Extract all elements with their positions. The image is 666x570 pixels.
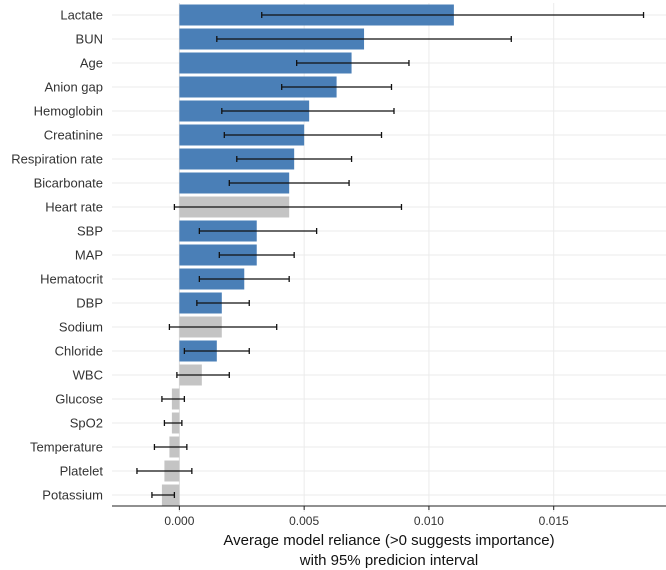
category-label: Potassium bbox=[42, 488, 103, 503]
category-label: Heart rate bbox=[45, 200, 103, 215]
category-label: Lactate bbox=[60, 8, 103, 23]
category-label: Anion gap bbox=[44, 80, 103, 95]
category-label: SpO2 bbox=[70, 416, 103, 431]
bar-age bbox=[179, 52, 352, 74]
category-label: Bicarbonate bbox=[34, 176, 103, 191]
x-axis-title-line-1: Average model reliance (>0 suggests impo… bbox=[223, 532, 554, 549]
x-tick-label: 0.015 bbox=[539, 514, 569, 528]
x-axis-title-line-2: with 95% predicion interval bbox=[299, 552, 478, 569]
category-label: Glucose bbox=[55, 392, 103, 407]
x-tick-label: 0.000 bbox=[164, 514, 194, 528]
category-label: MAP bbox=[75, 248, 103, 263]
x-tick-label: 0.010 bbox=[414, 514, 444, 528]
x-tick-label: 0.005 bbox=[289, 514, 319, 528]
category-label: SBP bbox=[77, 224, 103, 239]
category-label: Platelet bbox=[60, 464, 104, 479]
category-label: Sodium bbox=[59, 320, 103, 335]
x-axis: 0.000 0.005 0.010 0.015 bbox=[112, 505, 666, 528]
category-label: WBC bbox=[73, 368, 103, 383]
category-label: BUN bbox=[76, 32, 103, 47]
category-label: Temperature bbox=[30, 440, 103, 455]
category-label: DBP bbox=[76, 296, 103, 311]
category-label: Creatinine bbox=[44, 128, 103, 143]
category-label: Chloride bbox=[55, 344, 103, 359]
category-label: Respiration rate bbox=[11, 152, 103, 167]
bar-map bbox=[179, 244, 257, 266]
category-label: Hemoglobin bbox=[34, 104, 103, 119]
category-label: Hematocrit bbox=[40, 272, 103, 287]
category-label: Age bbox=[80, 56, 103, 71]
category-label-layer: Lactate BUN Age Anion gap Hemoglobin Creatini… bbox=[11, 8, 103, 503]
error-bar-layer bbox=[136, 12, 645, 498]
bar-anion-gap bbox=[179, 76, 337, 98]
